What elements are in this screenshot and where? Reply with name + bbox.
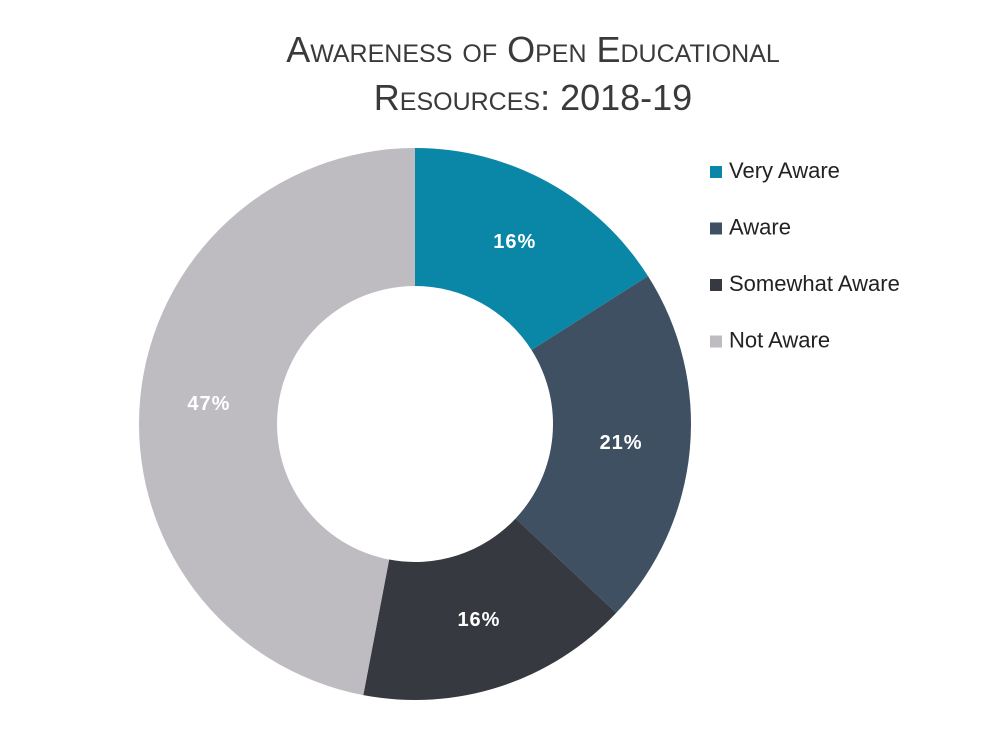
- legend-label: Aware: [729, 214, 791, 239]
- value-label: 21%: [600, 432, 643, 454]
- pie-slice: [515, 276, 691, 613]
- value-label: 47%: [187, 393, 230, 415]
- pie-slice: [363, 518, 617, 700]
- pie-slice: [415, 148, 649, 351]
- value-label: 16%: [457, 609, 500, 631]
- legend-swatch: [710, 166, 722, 178]
- legend-swatch: [710, 335, 722, 348]
- legend-swatch: [710, 279, 722, 291]
- legend-swatch: [710, 222, 722, 235]
- legend-label: Somewhat Aware: [729, 271, 900, 296]
- legend-label: Very Aware: [729, 158, 840, 183]
- chart-title: Awareness of Open Educational Resources:…: [286, 29, 780, 118]
- pie-slice: [138, 148, 415, 696]
- legend-label: Not Aware: [729, 327, 830, 352]
- value-label: 16%: [493, 231, 536, 253]
